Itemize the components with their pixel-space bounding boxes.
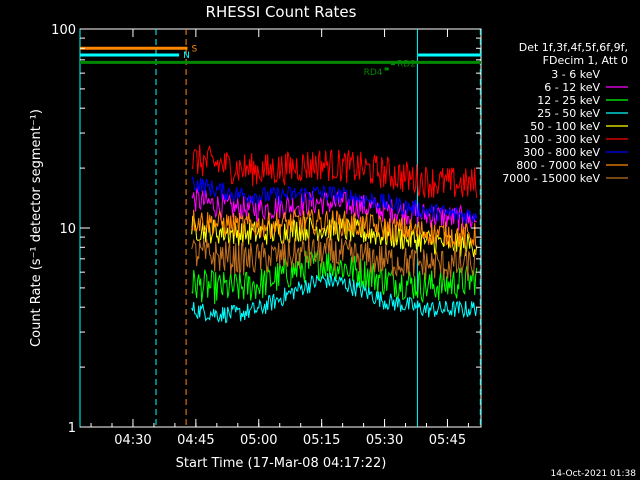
y-tick-label-1: 10: [59, 222, 76, 237]
legend-header-0: Det 1f,3f,4f,5f,6f,9f,: [519, 41, 628, 54]
x-tick-label-4: 05:30: [366, 433, 403, 448]
series-line-8: [191, 236, 478, 281]
legend-label-5: 100 - 300 keV: [523, 133, 600, 146]
x-tick-label-0: 04:30: [114, 433, 151, 448]
series-line-6: [191, 175, 478, 224]
legend-label-8: 7000 - 15000 keV: [502, 172, 600, 185]
legend: Det 1f,3f,4f,5f,6f,9f,FDecim 1, Att 03 -…: [502, 41, 628, 185]
x-tick-label-3: 05:15: [303, 433, 340, 448]
legend-label-4: 50 - 100 keV: [530, 120, 600, 133]
series-line-3: [191, 272, 478, 324]
flag-label-4: RD4: [364, 68, 383, 78]
x-tick-label-1: 04:45: [177, 433, 214, 448]
x-tick-label-2: 05:00: [240, 433, 277, 448]
flag-label-0: S: [191, 44, 197, 54]
flag-label-5: RD2: [397, 60, 416, 70]
legend-label-1: 6 - 12 keV: [544, 81, 600, 94]
legend-label-2: 12 - 25 keV: [537, 94, 600, 107]
y-axis-label: Count Rate (s⁻¹ detector segment⁻¹): [29, 109, 44, 347]
series-line-5: [191, 144, 478, 199]
chart-title: RHESSI Count Rates: [206, 3, 357, 21]
series-lines: [191, 144, 478, 324]
plot-area: SN RD4 RD2: [79, 28, 482, 428]
legend-label-6: 300 - 800 keV: [523, 146, 600, 159]
series-line-7: [191, 209, 477, 249]
x-axis-label: Start Time (17-Mar-08 04:17:22): [176, 456, 387, 471]
y-tick-label-2: 100: [51, 23, 76, 38]
legend-header-1: FDecim 1, Att 0: [543, 54, 628, 67]
series-line-4: [191, 215, 478, 258]
legend-label-7: 800 - 7000 keV: [516, 159, 600, 172]
legend-label-0: 3 - 6 keV: [551, 68, 600, 81]
x-tick-label-5: 05:45: [429, 433, 466, 448]
y-tick-label-0: 1: [68, 421, 76, 436]
legend-label-3: 25 - 50 keV: [537, 107, 600, 120]
flag-label-1: N: [183, 51, 190, 61]
y-axis: 1 10 100: [51, 23, 481, 436]
generated-timestamp: 14-Oct-2021 01:38: [551, 469, 637, 479]
x-axis: 04:30 04:45 05:00 05:15 05:30 05:45: [90, 29, 469, 448]
flag-bars: SN RD4 RD2: [80, 44, 481, 78]
